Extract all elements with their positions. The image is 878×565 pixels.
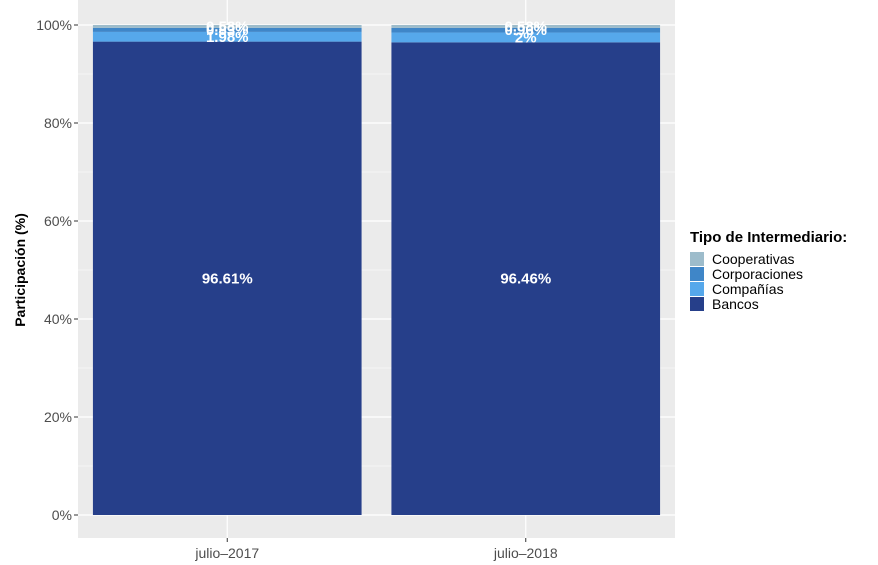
bars [92, 25, 661, 516]
x-axis: julio–2017 julio–2018 [194, 538, 558, 561]
x-tick-label: julio–2017 [194, 545, 259, 561]
legend: Tipo de Intermediario: CooperativasCorpo… [690, 229, 847, 312]
legend-title: Tipo de Intermediario: [690, 229, 847, 246]
legend-key-compañías [690, 282, 704, 296]
y-axis-title: Participación (%) [12, 213, 28, 327]
y-tick-label: 60% [44, 213, 72, 229]
legend-label: Cooperativas [712, 251, 795, 267]
bar-segment-corporaciones [92, 27, 362, 32]
legend-key-cooperativas [690, 252, 704, 266]
x-tick-label: julio–2018 [493, 545, 558, 561]
bar-segment-bancos [92, 41, 362, 516]
data-label: 0.58% [504, 18, 547, 35]
y-axis: 0% 20% 40% 60% 80% 100% [36, 17, 78, 523]
bar-segment-compañías [391, 32, 661, 43]
y-tick-label: 20% [44, 409, 72, 425]
bar-labels: 96.61%1.98%0.83%0.58%96.46%2%0.96%0.58% [202, 18, 551, 287]
legend-label: Compañías [712, 281, 784, 297]
bar-segment-cooperativas [92, 25, 362, 28]
bar-segment-bancos [391, 42, 661, 515]
bar-segment-cooperativas [391, 25, 661, 28]
data-label: 96.46% [500, 271, 551, 288]
legend-label: Bancos [712, 296, 759, 312]
y-tick-label: 100% [36, 17, 72, 33]
bar-segment-compañías [92, 31, 362, 42]
y-tick-label: 40% [44, 311, 72, 327]
data-label: 2% [515, 29, 537, 46]
bar-segment-corporaciones [391, 27, 661, 33]
data-label: 0.96% [504, 22, 547, 39]
data-label: 96.61% [202, 270, 253, 287]
legend-key-bancos [690, 297, 704, 311]
y-tick-label: 0% [52, 507, 72, 523]
y-tick-label: 80% [44, 115, 72, 131]
data-label: 0.58% [206, 18, 249, 35]
legend-label: Corporaciones [712, 266, 803, 282]
data-label: 1.98% [206, 29, 249, 46]
data-label: 0.83% [206, 22, 249, 39]
legend-key-corporaciones [690, 267, 704, 281]
